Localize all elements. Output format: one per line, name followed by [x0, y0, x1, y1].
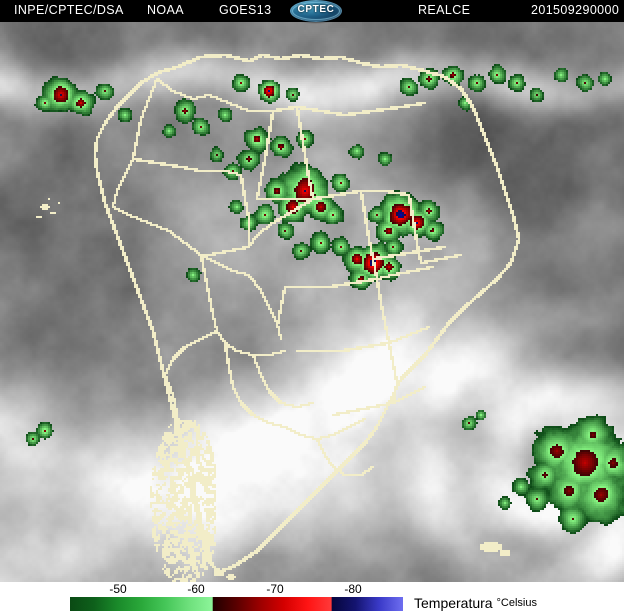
cptec-logo-icon: CPTEC: [290, 0, 342, 22]
header-agency-label: NOAA: [147, 3, 185, 17]
colorbar-gradient: [70, 597, 403, 611]
colorbar-label-text: Temperatura: [414, 595, 493, 611]
colorbar-unit-text: °Celsius: [496, 597, 537, 609]
logo-text: CPTEC: [297, 4, 335, 15]
colorbar-tick-labels: -50 -60 -70 -80: [0, 582, 624, 596]
header-timestamp: 201509290000: [531, 3, 620, 17]
satellite-imagery-panel: [0, 22, 624, 582]
colorbar-canvas: [70, 597, 403, 611]
header-satellite-label: GOES13: [219, 3, 272, 17]
header-source-label: INPE/CPTEC/DSA: [14, 3, 124, 17]
colorbar-tick-minus70: -70: [266, 582, 284, 596]
colorbar-tick-minus50: -50: [109, 582, 127, 596]
colorbar-axis-label: Temperatura °Celsius: [414, 595, 537, 611]
logo-ring: [292, 2, 340, 20]
colorbar-panel: -50 -60 -70 -80 Temperatura °Celsius: [0, 582, 624, 614]
colorbar-tick-minus60: -60: [187, 582, 205, 596]
header-product-label: REALCE: [418, 3, 471, 17]
header-bar: INPE/CPTEC/DSA NOAA GOES13 REALCE 201509…: [0, 0, 624, 22]
satellite-image-canvas: [0, 22, 624, 582]
colorbar-tick-minus80: -80: [344, 582, 362, 596]
